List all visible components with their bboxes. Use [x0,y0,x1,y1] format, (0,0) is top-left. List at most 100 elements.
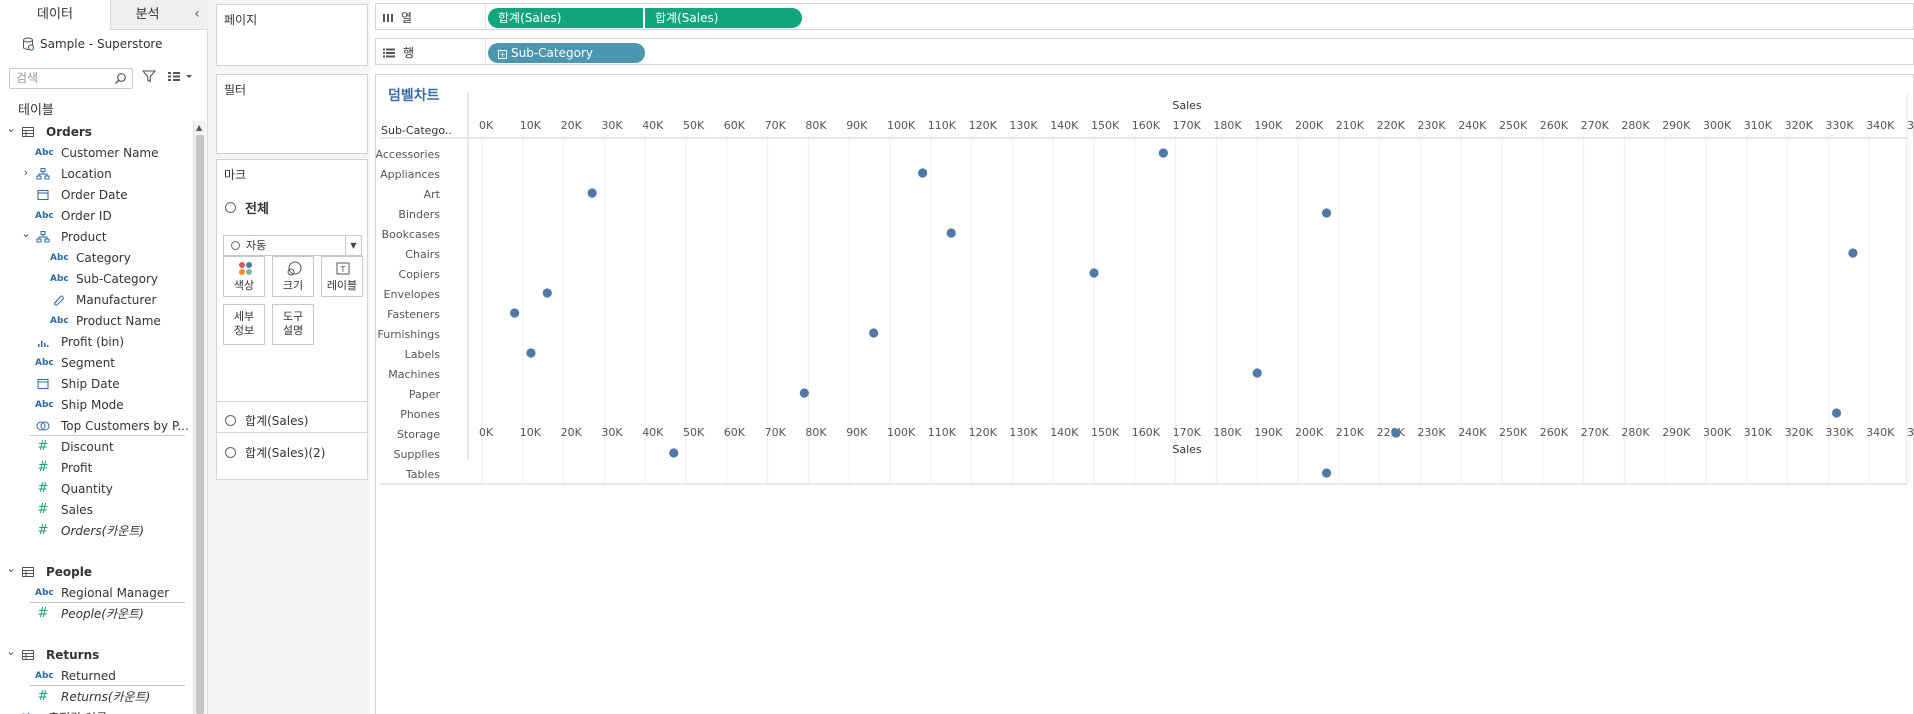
field-item[interactable]: # People(카운트) [0,603,192,624]
marks-all-tab[interactable]: 전체 [225,198,269,217]
x-tick-label-top: 60K [724,119,746,132]
field-item[interactable]: Manufacturer [0,289,192,310]
expand-caret-icon[interactable]: ⌄ [6,562,16,575]
x-tick-label-bottom: 120K [969,426,998,439]
data-point[interactable] [1391,428,1401,438]
x-tick-label-bottom: 10K [520,426,542,439]
columns-shelf-label: 열 [383,9,412,26]
field-label: Product Name [76,313,161,328]
x-tick-label-top: 120K [969,119,998,132]
filter-icon[interactable] [142,69,156,83]
number-type-icon: # [37,460,49,475]
data-point[interactable] [869,328,879,338]
x-tick-label-bottom: 270K [1581,426,1610,439]
view-options-icon[interactable] [167,69,193,83]
expand-caret-icon[interactable]: ⌄ [6,122,16,135]
date-type-icon [37,378,49,389]
field-item[interactable]: Profit (bin) [0,331,192,352]
table-row-returns[interactable]: ⌄ Returns [0,644,192,665]
pages-shelf-label: 페이지 [224,13,258,27]
scrollbar-thumb[interactable] [196,135,204,714]
field-item[interactable]: Abc 측정값 이름 [0,707,192,714]
expand-caret-icon[interactable]: ⌄ [21,227,31,240]
tab-analysis[interactable]: 분석 [111,0,208,30]
field-item[interactable]: # Profit [0,457,192,478]
data-point[interactable] [1831,408,1842,418]
field-item[interactable]: Abc Product Name [0,310,192,331]
search-input[interactable]: 검색 [9,68,133,89]
detail-button[interactable]: 세부 정보 [223,304,265,345]
datasource[interactable]: Sample - Superstore [22,35,162,53]
columns-pill-sales-1[interactable]: 합계(Sales) [488,8,643,28]
field-item[interactable]: # Orders(카운트) [0,520,192,541]
data-point[interactable] [587,188,597,198]
field-item[interactable]: Ship Date [0,373,192,394]
size-icon [287,261,302,276]
size-button[interactable]: 크기 [272,256,314,297]
x-tick-label-bottom: 300K [1703,426,1732,439]
table-row-people[interactable]: ⌄ People [0,561,192,582]
scroll-up-icon[interactable]: ▲ [196,123,203,132]
data-point[interactable] [799,388,809,398]
field-item[interactable]: Abc Regional Manager [0,582,192,603]
field-item[interactable]: Top Customers by P... [0,415,192,436]
rows-pill-subcategory[interactable]: + Sub-Category [488,43,645,63]
pages-shelf[interactable]: 페이지 [216,4,368,66]
x-tick-label-top: 320K [1785,119,1814,132]
data-point[interactable] [526,348,536,358]
field-item[interactable]: › Location [0,163,192,184]
x-tick-label-bottom: 60K [724,426,746,439]
collapse-caret-icon[interactable]: › [23,166,29,179]
field-item[interactable]: Order Date [0,184,192,205]
columns-icon [383,13,393,22]
dot-plot-chart[interactable]: Sales Sales Sub-Catego.. 0K 0K 10K 10K 20K 20K 30… [376,75,1914,714]
category-label: Accessories [376,148,440,161]
data-point[interactable] [918,168,928,178]
data-point[interactable] [1252,368,1262,378]
data-point[interactable] [1089,268,1099,278]
field-item[interactable]: # Sales [0,499,192,520]
x-tick-label-top: 210K [1336,119,1365,132]
field-item[interactable]: Abc Category [0,247,192,268]
data-point[interactable] [669,448,679,458]
field-item[interactable]: Abc Sub-Category [0,268,192,289]
field-list-scrollbar[interactable]: ▲ [193,121,206,714]
string-type-icon: Abc [35,670,54,681]
field-item[interactable]: Abc Customer Name [0,142,192,163]
rows-shelf[interactable]: 행 + Sub-Category [375,38,1914,65]
view-area[interactable]: 덤벨차트 Sales Sales Sub-Catego.. 0K 0K 10K 10K 20K… [375,74,1914,714]
tooltip-button[interactable]: 도구 설명 [272,304,314,345]
data-point[interactable] [510,308,520,318]
field-item[interactable]: ⌄ Product [0,226,192,247]
marks-card-sales-2[interactable]: 합계(Sales)(2) [225,444,325,461]
field-label: Discount [61,439,114,454]
columns-shelf[interactable]: 열 합계(Sales) 합계(Sales) [375,3,1914,30]
data-point[interactable] [542,288,552,298]
field-item[interactable]: # Returns(카운트) [0,686,192,707]
marks-card-sales[interactable]: 합계(Sales) [225,412,308,429]
data-point[interactable] [1848,248,1858,258]
data-point[interactable] [1321,208,1332,218]
data-point[interactable] [1158,148,1168,158]
color-button[interactable]: 색상 [223,256,265,297]
collapse-pane-icon[interactable]: ‹ [194,6,200,22]
field-item[interactable]: Abc Segment [0,352,192,373]
label-button[interactable]: T 레이블 [321,256,363,297]
string-type-icon: Abc [35,147,54,158]
data-point[interactable] [946,228,956,238]
x-tick-label-bottom: 110K [928,426,957,439]
tab-data[interactable]: 데이터 [0,0,111,30]
field-item[interactable]: Abc Returned [0,665,192,686]
columns-pill-sales-2[interactable]: 합계(Sales) [645,8,802,28]
link-icon [54,295,64,306]
field-item[interactable]: # Discount [0,436,192,457]
expand-caret-icon[interactable]: ⌄ [6,645,16,658]
table-row-orders[interactable]: ⌄ Orders [0,121,192,142]
mark-type-select[interactable]: 자동 ▼ [223,235,362,256]
field-item[interactable]: Abc Ship Mode [0,394,192,415]
field-item[interactable]: Abc Order ID [0,205,192,226]
field-item[interactable]: # Quantity [0,478,192,499]
filters-shelf[interactable]: 필터 [216,74,368,154]
data-point[interactable] [1321,468,1332,478]
field-label: 측정값 이름 [46,709,105,714]
